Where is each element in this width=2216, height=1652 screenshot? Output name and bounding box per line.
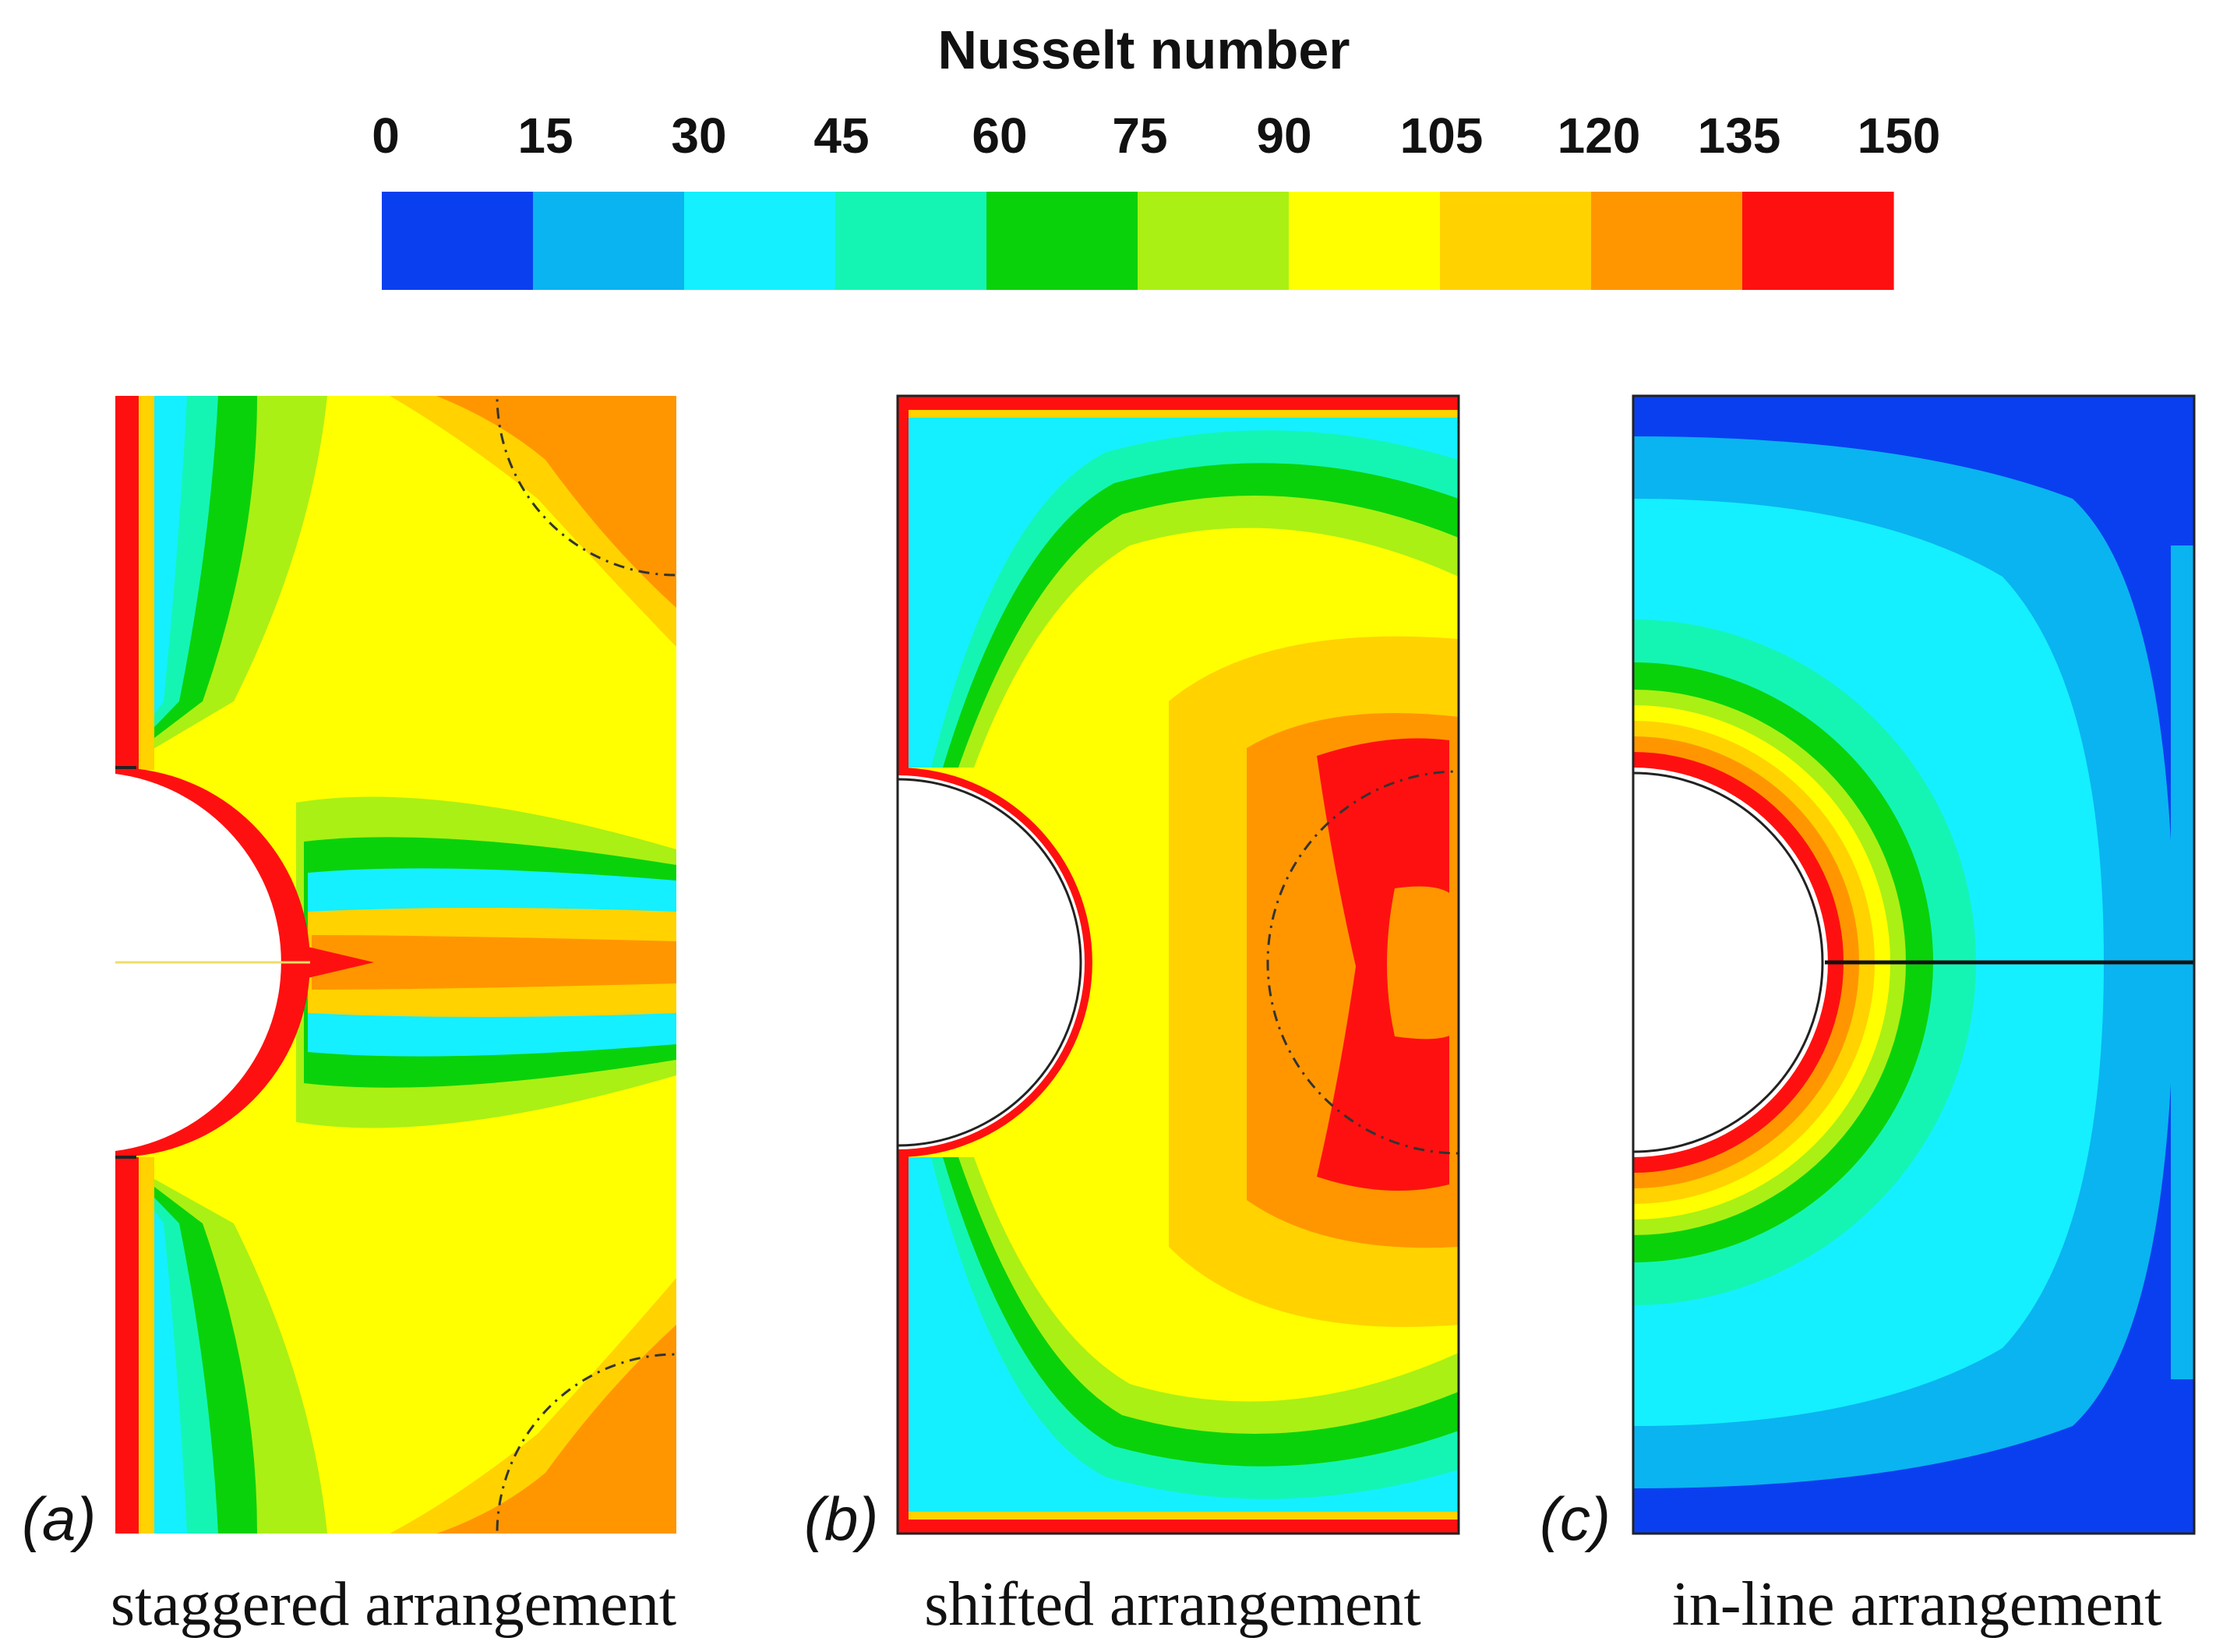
colorbar-tick-105: 105 xyxy=(1400,108,1484,164)
colorbar xyxy=(382,192,1894,290)
colorbar-tick-45: 45 xyxy=(813,108,869,164)
colorbar-tick-30: 30 xyxy=(671,108,726,164)
panel-c-tag: (c) xyxy=(1540,1484,1611,1553)
colorbar-swatch-90 xyxy=(1289,192,1441,290)
colorbar-tick-labels: 0 15 30 45 60 75 90 105 120 135 150 xyxy=(372,108,1940,164)
panel-b-contour xyxy=(896,394,1460,1535)
panel-b-caption: shifted arrangement xyxy=(924,1570,1421,1639)
panel-c-contour xyxy=(1632,394,2196,1535)
colorbar-swatch-45 xyxy=(835,192,987,290)
colorbar-swatch-15 xyxy=(533,192,685,290)
colorbar-tick-120: 120 xyxy=(1558,108,1641,164)
colorbar-tick-15: 15 xyxy=(517,108,573,164)
colorbar-swatch-75 xyxy=(1138,192,1290,290)
panel-a-contour xyxy=(115,396,676,1534)
colorbar-swatch-120 xyxy=(1591,192,1743,290)
colorbar-tick-150: 150 xyxy=(1858,108,1941,164)
panel-a-tag: (a) xyxy=(22,1484,96,1553)
colorbar-tick-90: 90 xyxy=(1256,108,1311,164)
colorbar-title: Nusselt number xyxy=(938,19,1350,80)
colorbar-swatch-135 xyxy=(1742,192,1894,290)
colorbar-swatch-60 xyxy=(986,192,1138,290)
panel-a-caption: staggered arrangement xyxy=(111,1570,676,1639)
colorbar-swatch-30 xyxy=(684,192,836,290)
colorbar-tick-75: 75 xyxy=(1112,108,1167,164)
colorbar-tick-0: 0 xyxy=(372,108,400,164)
panel-b-tag: (b) xyxy=(804,1484,878,1553)
colorbar-swatch-0 xyxy=(382,192,534,290)
panel-c-caption: in-line arrangement xyxy=(1672,1570,2162,1639)
colorbar-tick-60: 60 xyxy=(972,108,1027,164)
colorbar-swatch-105 xyxy=(1440,192,1592,290)
colorbar-tick-135: 135 xyxy=(1698,108,1781,164)
